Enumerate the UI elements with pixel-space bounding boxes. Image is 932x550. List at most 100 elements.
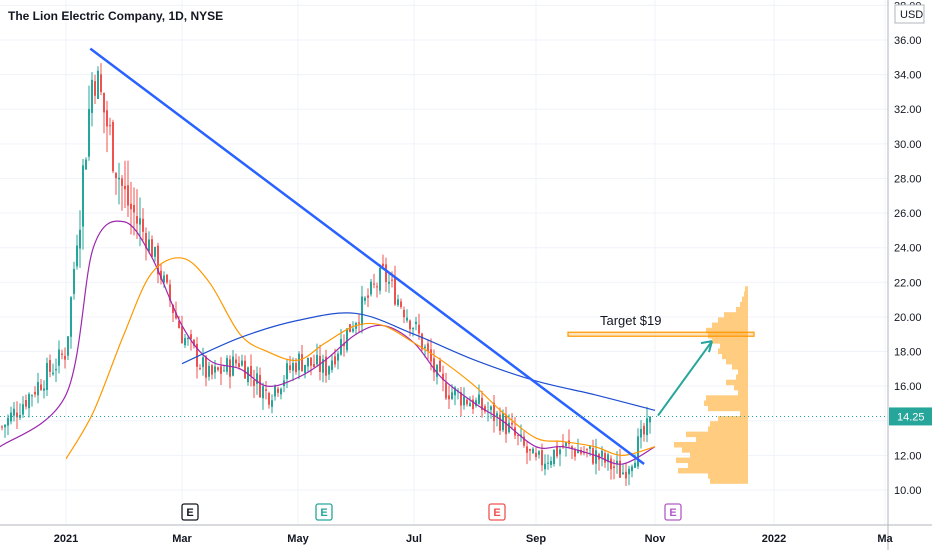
candle-body [187, 338, 189, 340]
candle-body [430, 349, 432, 362]
volume-profile [674, 286, 748, 484]
candle-body [127, 185, 129, 206]
candle-body [397, 299, 399, 306]
time-tick-label: Sep [526, 533, 546, 545]
candle-body [529, 449, 531, 451]
candle-body [130, 203, 132, 210]
price-tick-label: 18.00 [894, 347, 922, 359]
candle-body [64, 355, 66, 360]
volume-profile-bar [676, 457, 748, 464]
chart-title: The Lion Electric Company, 1D, NYSE [8, 9, 223, 23]
candle-body [352, 328, 354, 332]
candle-body [604, 453, 606, 463]
candle-body [370, 281, 372, 295]
candle-body [247, 367, 249, 383]
candle-body [313, 363, 315, 367]
candle-body [196, 343, 198, 367]
candle-body [70, 297, 72, 337]
candle-body [265, 389, 267, 391]
candle-body [601, 450, 603, 457]
volume-profile-bar [712, 322, 748, 329]
arrow[interactable] [657, 340, 713, 417]
candle-body [376, 286, 378, 288]
time-tick-label: Jul [406, 533, 422, 545]
candle-body [79, 229, 81, 249]
candle-body [7, 417, 9, 426]
candle-body [616, 460, 618, 465]
time-tick-label: 2021 [54, 533, 78, 545]
candle-body [625, 471, 627, 479]
ma_slow-line [65, 257, 656, 460]
candle-body [511, 422, 513, 425]
price-tick-label: 24.00 [894, 243, 922, 255]
candle-body [649, 416, 651, 423]
candle-body [331, 360, 333, 370]
candle-body [199, 368, 201, 370]
candle-body [250, 365, 252, 376]
time-tick-label: 2022 [762, 533, 786, 545]
earnings-marker[interactable]: E [181, 503, 199, 521]
arrow-shaft [657, 340, 713, 417]
candle-body [607, 454, 609, 462]
volume-profile-bar [674, 442, 748, 448]
time-axis[interactable]: 2021 Mar May Jul Sep Nov 2022 Ma [54, 533, 894, 545]
volume-profile-bar [706, 327, 748, 334]
candle-body [34, 391, 36, 395]
volume-profile-bar [734, 384, 748, 391]
target-annotation[interactable]: Target $19 [567, 313, 755, 337]
volume-profile-bar [708, 426, 748, 432]
earnings-marker-label: E [186, 507, 193, 519]
candle-body [97, 70, 99, 99]
candle-body [439, 360, 441, 372]
candle-body [52, 372, 54, 375]
candle-body [628, 468, 630, 475]
volume-profile-bar [686, 431, 748, 438]
candle-body [556, 445, 558, 457]
candle-body [172, 304, 174, 313]
target-label: Target $19 [600, 313, 661, 328]
indicator-lines [0, 220, 656, 465]
candle-body [412, 328, 414, 330]
candle-body [373, 283, 375, 285]
trendline[interactable] [89, 47, 645, 466]
earnings-marker-label: E [669, 507, 676, 519]
candle-body [526, 446, 528, 453]
candle-body [262, 386, 264, 399]
time-tick-label: Mar [172, 533, 192, 545]
volume-profile-bar [732, 364, 748, 370]
candle-body [220, 366, 222, 374]
volume-profile-bar [710, 478, 748, 484]
candle-body [517, 435, 519, 437]
earnings-marker[interactable]: E [488, 503, 506, 521]
volume-profile-bar [740, 410, 748, 417]
price-axis[interactable]: 10.0012.0014.0016.0018.0020.0022.0024.00… [0, 0, 932, 497]
candle-body [388, 281, 390, 284]
candle-body [496, 413, 498, 418]
last-price-label: 14.25 [897, 411, 925, 423]
candle-body [484, 406, 486, 412]
price-tick-label: 28.00 [894, 173, 922, 185]
candle-body [94, 81, 96, 96]
candle-body [631, 466, 633, 472]
candle-body [292, 363, 294, 371]
earnings-marker[interactable]: E [315, 503, 333, 521]
candle-body [223, 370, 225, 372]
candle-body [13, 408, 15, 416]
volume-profile-bar [736, 307, 748, 313]
candle-body [67, 336, 69, 356]
candle-body [208, 365, 210, 377]
earnings-marker[interactable]: E [664, 503, 682, 521]
candle-body [193, 339, 195, 346]
candle-body [40, 384, 42, 390]
candle-body [256, 373, 258, 384]
candle-body [634, 462, 636, 468]
candle-body [37, 382, 39, 396]
candle-body [160, 270, 162, 280]
candle-body [466, 399, 468, 405]
candle-body [106, 110, 108, 127]
candle-body [505, 414, 507, 435]
candle-body [244, 360, 246, 379]
candle-body [268, 393, 270, 405]
